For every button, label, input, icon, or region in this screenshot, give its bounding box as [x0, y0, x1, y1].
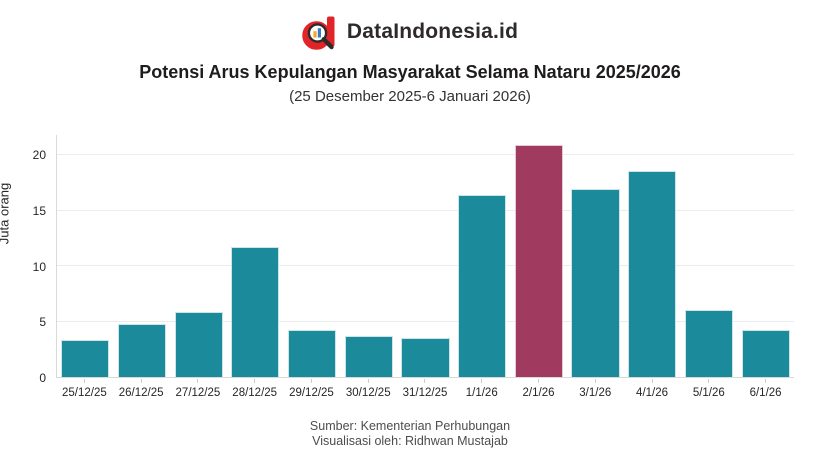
- brand-name: DataIndonesia.id: [346, 20, 519, 43]
- x-tick-label-28/12/25: 28/12/25: [232, 387, 278, 399]
- source-line: Sumber: Kementerian Perhubungan: [309, 419, 511, 433]
- bar-slot-0: [57, 135, 114, 377]
- footer-credits: Sumber: Kementerian Perhubungan Visualis…: [0, 419, 820, 449]
- brand-header: DataIndonesia.id: [0, 14, 820, 50]
- bar-25/12/25: [61, 340, 110, 377]
- gridline-15: [57, 209, 794, 211]
- bar-2/1/26: [514, 145, 563, 377]
- x-tick-mark-4: [283, 379, 340, 383]
- x-tick-label-5/1/26: 5/1/26: [692, 387, 725, 399]
- x-tick-mark-0: [56, 379, 113, 383]
- bar-slot-4: [284, 135, 341, 377]
- bar-slot-11: [681, 135, 738, 377]
- bar-30/12/25: [344, 335, 393, 377]
- y-tick-label-10: 10: [32, 259, 46, 274]
- bar-27/12/25: [174, 311, 223, 377]
- bar-slot-12: [737, 135, 794, 377]
- x-tick-labels: 25/12/25 26/12/25 27/12/25 28/12/25 29/12/25…: [56, 387, 794, 399]
- plot-area: [56, 135, 794, 378]
- x-tick-mark-8: [510, 379, 567, 383]
- gridline-5: [57, 320, 794, 322]
- bar-series: [57, 135, 794, 377]
- x-tick-label-4/1/26: 4/1/26: [636, 387, 669, 399]
- bar-26/12/25: [117, 323, 167, 377]
- x-tick-mark-9: [567, 379, 624, 383]
- bar-28/12/25: [231, 247, 280, 377]
- x-tick-mark-2: [170, 379, 227, 383]
- y-tick-label-0: 0: [39, 371, 46, 385]
- bar-slot-5: [340, 135, 397, 377]
- x-tick-label-27/12/25: 27/12/25: [175, 387, 221, 399]
- x-tick-label-2/1/26: 2/1/26: [522, 387, 555, 399]
- x-tick-mark-5: [340, 379, 397, 383]
- bar-4/1/26: [628, 170, 677, 377]
- x-tick-marks: [56, 379, 794, 383]
- bar-slot-8: [511, 135, 568, 377]
- y-tick-label-15: 15: [32, 203, 46, 218]
- bar-slot-3: [227, 135, 284, 377]
- bar-1/1/26: [458, 194, 507, 377]
- chart-title: Potensi Arus Kepulangan Masyarakat Selam…: [139, 62, 681, 82]
- x-tick-mark-12: [737, 379, 794, 383]
- x-tick-mark-11: [680, 379, 737, 383]
- dataindonesia-logo-icon: [302, 16, 335, 50]
- bar-3/1/26: [571, 189, 620, 377]
- bar-slot-1: [114, 135, 171, 377]
- x-tick-mark-3: [226, 379, 283, 383]
- bar-29/12/25: [288, 330, 337, 377]
- y-tick-label-20: 20: [32, 148, 46, 163]
- x-tick-label-26/12/25: 26/12/25: [118, 387, 164, 399]
- bar-5/1/26: [684, 310, 733, 377]
- gridline-20: [57, 153, 794, 155]
- x-tick-label-29/12/25: 29/12/25: [289, 387, 334, 399]
- x-tick-mark-10: [624, 379, 681, 383]
- x-tick-label-1/1/26: 1/1/26: [465, 387, 498, 399]
- bar-slot-6: [397, 135, 454, 377]
- chart-subtitle: (25 Desember 2025-6 Januari 2026): [289, 88, 531, 105]
- x-tick-mark-1: [113, 379, 170, 383]
- bar-slot-10: [624, 135, 681, 377]
- x-tick-label-25/12/25: 25/12/25: [62, 387, 107, 399]
- y-tick-label-5: 5: [39, 315, 46, 330]
- credit-line: Visualisasi oleh: Ridhwan Mustajab: [312, 434, 508, 448]
- x-tick-mark-6: [397, 379, 454, 383]
- bar-31/12/25: [401, 338, 450, 377]
- gridline-10: [57, 265, 794, 266]
- x-tick-label-31/12/25: 31/12/25: [402, 387, 448, 399]
- bar-slot-2: [170, 135, 227, 377]
- x-tick-label-3/1/26: 3/1/26: [579, 387, 612, 399]
- x-tick-label-6/1/26: 6/1/26: [749, 387, 782, 399]
- x-tick-mark-7: [453, 379, 510, 383]
- bar-slot-9: [567, 135, 624, 377]
- x-tick-label-30/12/25: 30/12/25: [345, 387, 391, 399]
- bar-6/1/26: [741, 330, 790, 377]
- bar-slot-7: [454, 135, 511, 377]
